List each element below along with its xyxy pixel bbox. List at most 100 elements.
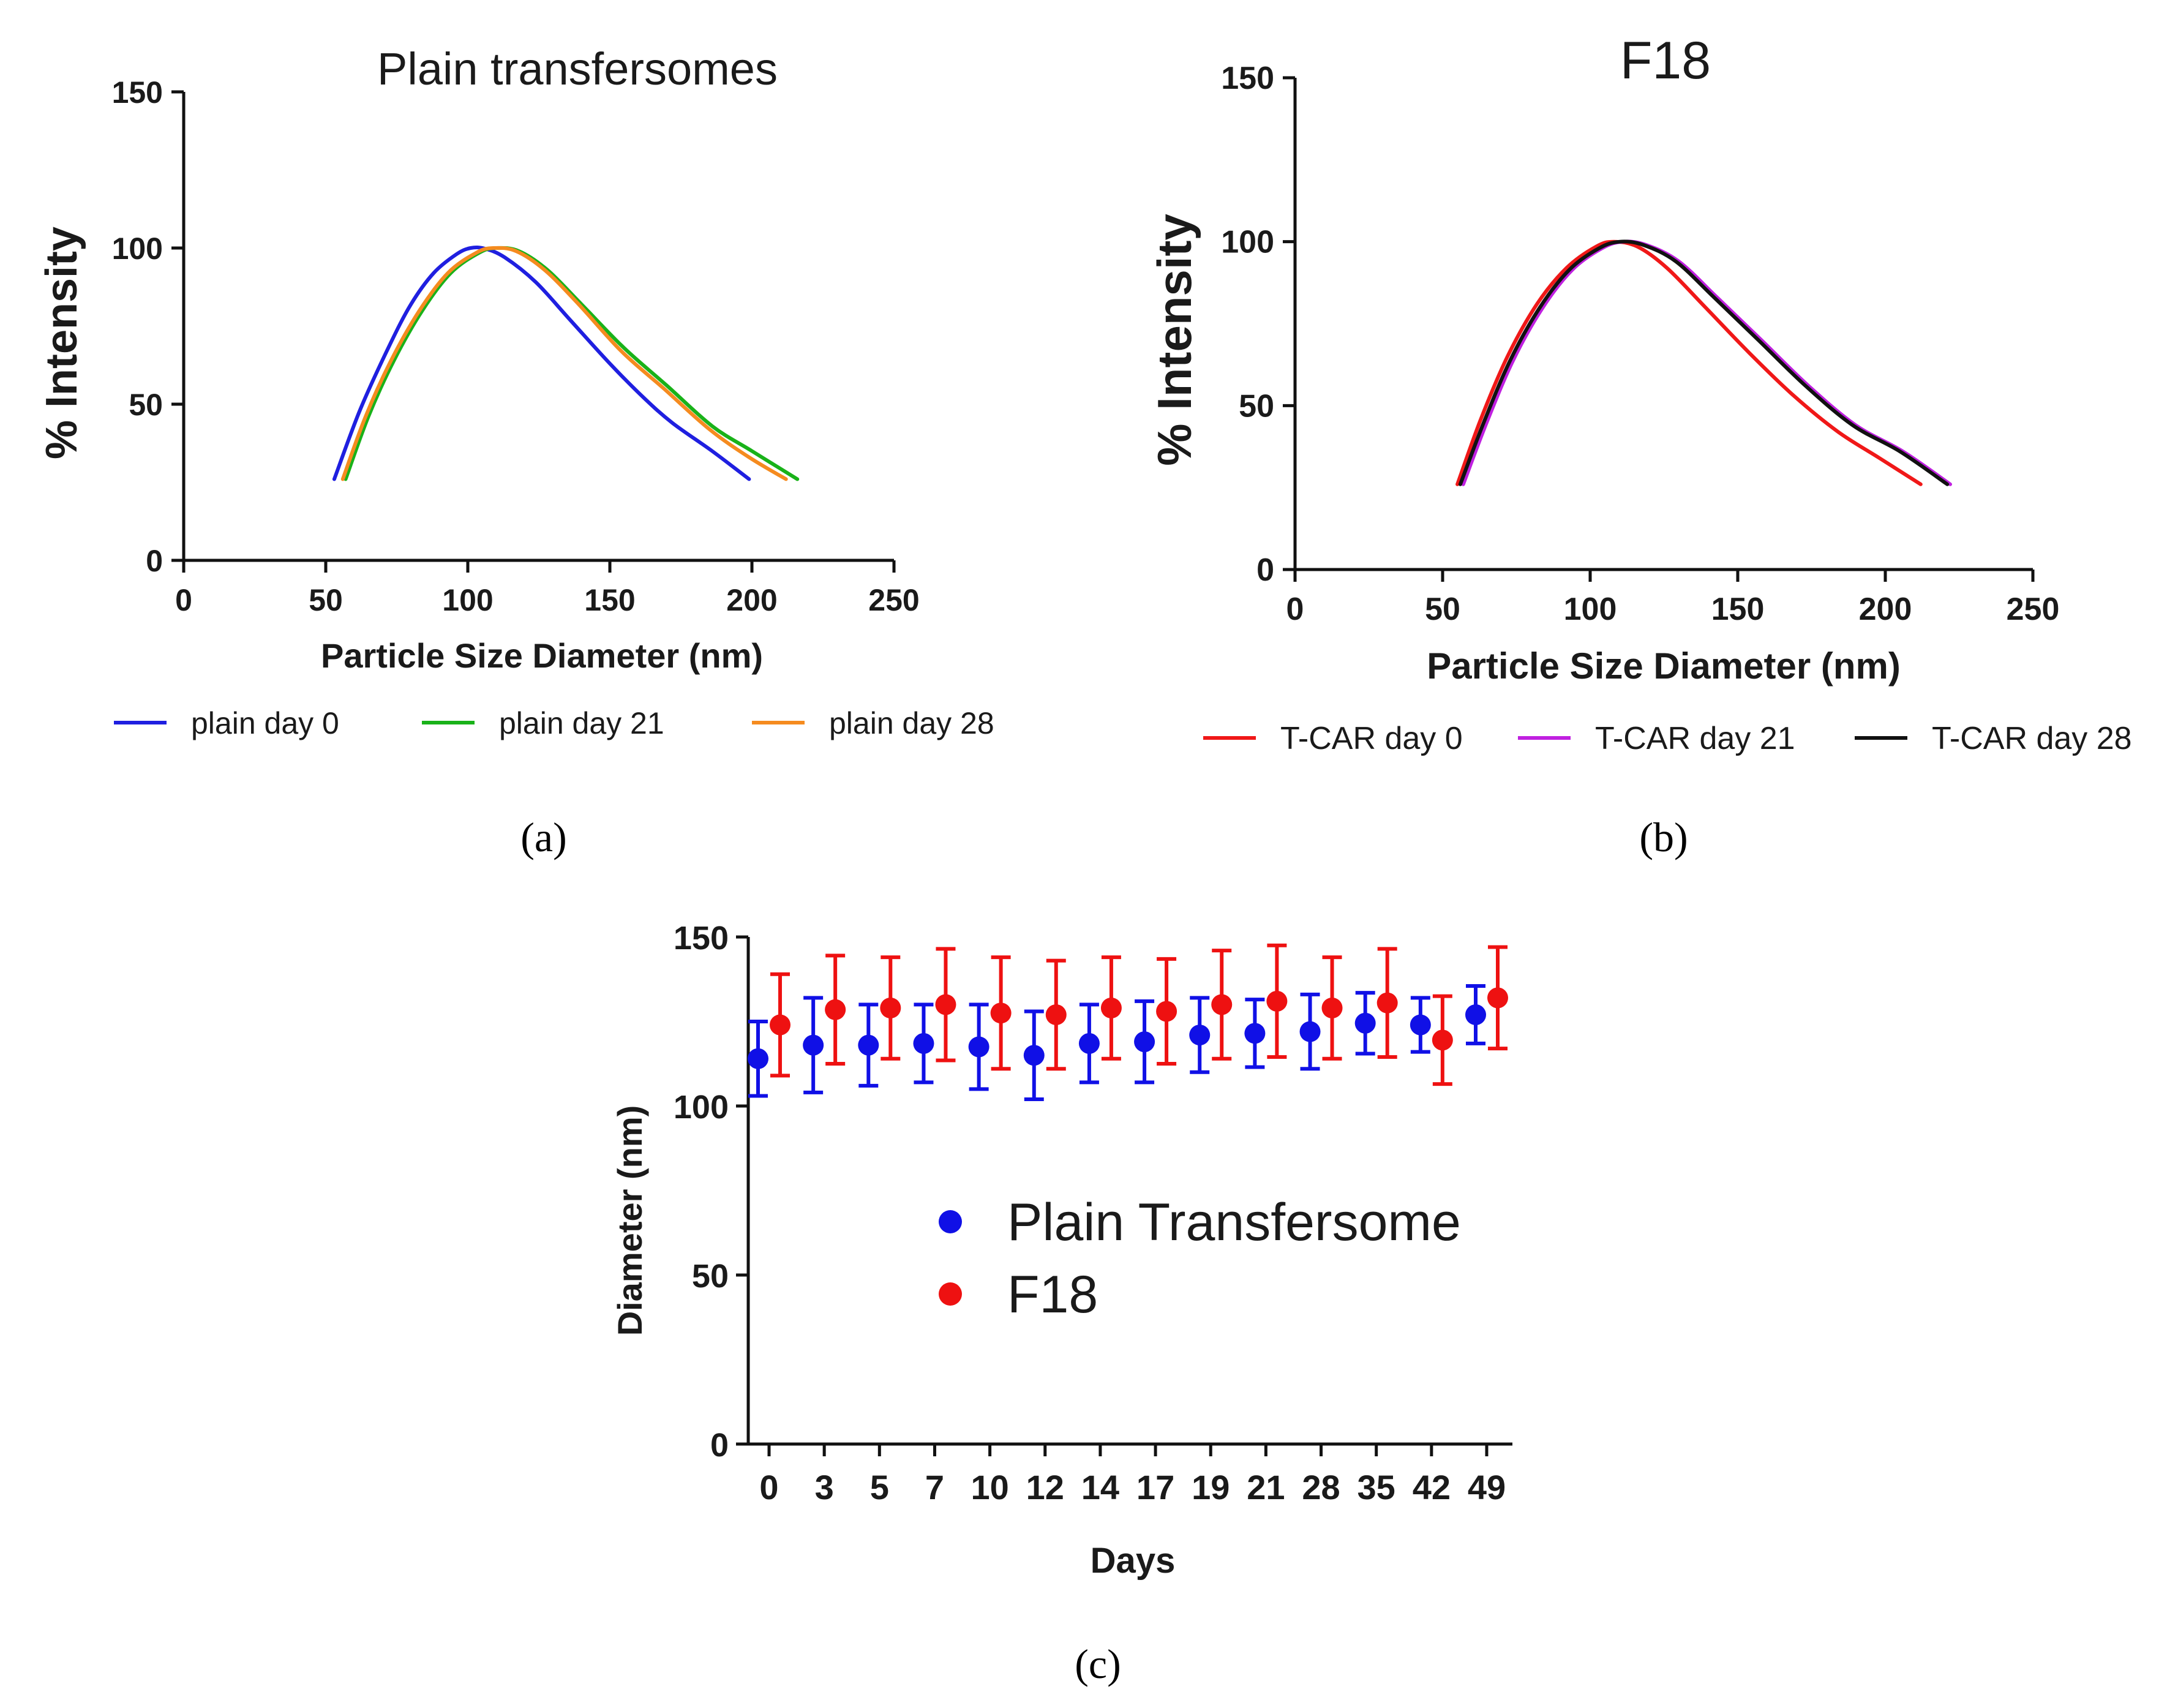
chart-c-data-point [1211, 994, 1233, 1015]
panel-label-b: (b) [1639, 814, 1688, 860]
chart-c-x-tick-label: 14 [1081, 1468, 1119, 1507]
chart-c-data-point [1432, 1029, 1453, 1051]
chart-c-data-point [1410, 1014, 1431, 1036]
panel-label-a: (a) [520, 814, 566, 860]
chart-c-data-point [803, 1034, 824, 1056]
chart-c-data-point [1078, 1033, 1100, 1054]
chart-c-legend-label: Plain Transfersome [1007, 1193, 1461, 1252]
chart-c-x-tick-label: 12 [1026, 1468, 1064, 1507]
chart-c-data-point [1299, 1021, 1321, 1042]
chart-panel-b: F18 0 50 100 150 200 250 0 50 100 150 Particle Si… [1147, 31, 2132, 860]
chart-c-x-tick-label: 42 [1413, 1468, 1451, 1507]
chart-c-data-point [1244, 1023, 1266, 1044]
chart-c-y-tick-label: 50 [692, 1258, 729, 1295]
chart-b-legend-label: T-CAR day 0 [1280, 721, 1463, 756]
panel-label-c: (c) [1075, 1641, 1121, 1687]
chart-c-legend-marker [939, 1210, 962, 1233]
chart-c-data-point [825, 999, 846, 1020]
chart-c-data-point [1156, 1001, 1177, 1022]
chart-b-y-axis-label: % Intensity [1147, 214, 1201, 466]
chart-c-data-point [1134, 1031, 1155, 1053]
chart-c-data-point [1045, 1004, 1067, 1025]
chart-panel-a: Plain transfersomes 0 50 100 150 200 250 0 50 10… [37, 43, 994, 860]
chart-c-x-tick-label: 19 [1192, 1468, 1230, 1507]
chart-c-data-point [1321, 997, 1343, 1018]
chart-c-data-point [1465, 1004, 1486, 1025]
chart-b-x-axis-label: Particle Size Diameter (nm) [1427, 645, 1901, 687]
chart-b-series-line [1458, 239, 1950, 486]
chart-c-legend-label: F18 [1007, 1265, 1098, 1324]
chart-b-title: F18 [1620, 31, 1711, 90]
chart-b-legend-label: T-CAR day 28 [1932, 721, 2132, 756]
chart-b-x-tick-label: 150 [1711, 592, 1765, 627]
chart-c-data-point [748, 1048, 768, 1069]
chart-b-legend-label: T-CAR day 21 [1595, 721, 1795, 756]
chart-c-y-tick-label: 0 [710, 1427, 729, 1464]
chart-c-data-point [1487, 987, 1508, 1009]
chart-a-legend-label: plain day 28 [829, 706, 994, 740]
chart-c-y-tick-label: 150 [674, 920, 729, 957]
chart-b-plot-area: 0 50 100 150 200 250 0 50 100 150 [1221, 61, 2059, 627]
chart-c-data-point [880, 997, 901, 1018]
chart-a-legend-label: plain day 21 [499, 706, 664, 740]
chart-a-series-line [332, 245, 751, 481]
chart-a-legend-label: plain day 0 [191, 706, 339, 740]
chart-c-x-tick-label: 49 [1468, 1468, 1506, 1507]
chart-a-x-tick-label: 150 [584, 583, 635, 617]
chart-c-x-tick-label: 10 [971, 1468, 1008, 1507]
chart-a-x-tick-label: 50 [309, 583, 343, 617]
chart-a-x-tick-label: 100 [442, 583, 493, 617]
chart-c-y-tick-label: 100 [674, 1089, 729, 1126]
chart-c-data-point [1376, 992, 1398, 1014]
chart-a-y-tick-label: 50 [129, 388, 163, 422]
chart-a-title: Plain transfersomes [377, 43, 778, 94]
chart-c-data-point [1023, 1045, 1045, 1066]
chart-c-x-tick-label: 5 [870, 1468, 889, 1507]
chart-c-data-point [935, 994, 956, 1015]
chart-c-y-axis-label: Diameter (nm) [610, 1105, 649, 1336]
chart-c-data-point [990, 1003, 1012, 1024]
chart-c-data-point [1189, 1025, 1211, 1046]
chart-c-data-point [1354, 1012, 1376, 1034]
chart-b-y-tick-label: 150 [1221, 61, 1274, 96]
chart-b-x-tick-label: 100 [1564, 592, 1617, 627]
chart-c-x-tick-label: 28 [1302, 1468, 1340, 1507]
chart-c-x-axis-label: Days [1091, 1541, 1176, 1581]
chart-a-y-tick-label: 100 [112, 231, 163, 266]
chart-a-series-line [340, 246, 788, 481]
chart-b-x-tick-label: 50 [1425, 592, 1460, 627]
chart-c-data-point [1100, 997, 1122, 1018]
chart-a-x-tick-label: 0 [175, 583, 192, 617]
chart-a-legend: plain day 0 plain day 21 plain day 28 [114, 706, 994, 740]
chart-b-legend: T-CAR day 0 T-CAR day 21 T-CAR day 28 [1203, 721, 2132, 756]
chart-c-x-tick-label: 7 [925, 1468, 944, 1507]
chart-a-y-axis-label: % Intensity [37, 227, 86, 459]
chart-a-y-tick-label: 0 [146, 544, 163, 578]
chart-b-x-tick-label: 0 [1286, 592, 1304, 627]
chart-c-data-point [968, 1036, 989, 1058]
chart-a-x-tick-label: 250 [868, 583, 919, 617]
chart-c-data-point [1266, 990, 1288, 1012]
chart-c-legend: Plain Transfersome F18 [939, 1193, 1461, 1324]
chart-a-plot-area: 0 50 100 150 200 250 0 50 100 150 [112, 75, 920, 617]
chart-c-legend-marker [939, 1282, 962, 1306]
chart-b-y-tick-label: 0 [1256, 552, 1274, 588]
chart-c-x-tick-label: 17 [1136, 1468, 1174, 1507]
chart-b-series-line [1461, 239, 1952, 486]
chart-b-series-line [1455, 239, 1923, 486]
chart-c-x-tick-label: 0 [759, 1468, 778, 1507]
chart-b-y-tick-label: 50 [1239, 388, 1274, 424]
chart-c-x-tick-label: 21 [1247, 1468, 1285, 1507]
chart-a-y-tick-label: 150 [112, 75, 163, 110]
chart-c-x-tick-label: 35 [1357, 1468, 1395, 1507]
chart-c-data-point [770, 1014, 790, 1036]
chart-b-x-tick-label: 250 [2007, 592, 2060, 627]
chart-c-data-point [913, 1033, 934, 1054]
chart-a-x-axis-label: Particle Size Diameter (nm) [321, 636, 763, 675]
chart-c-data-point [858, 1034, 879, 1056]
chart-b-y-tick-label: 100 [1221, 225, 1274, 260]
chart-b-x-tick-label: 200 [1859, 592, 1912, 627]
